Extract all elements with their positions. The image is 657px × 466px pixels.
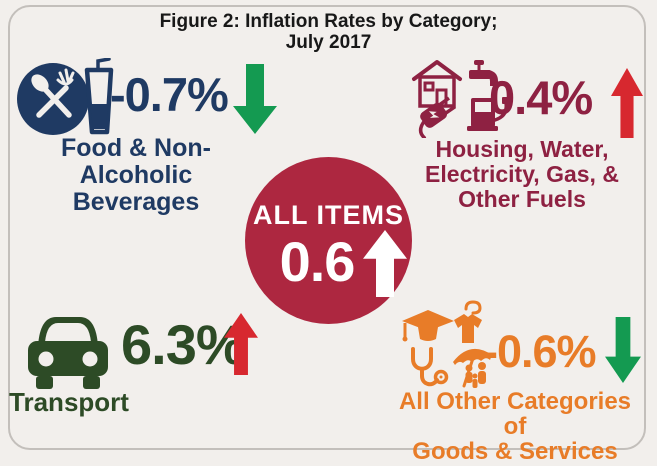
other-label-line2: Goods & Services	[412, 438, 618, 465]
food-inflation-value: -0.7%	[110, 68, 229, 121]
spoon-icon	[31, 74, 72, 118]
all-items-circle: ALL ITEMS 0.6	[245, 157, 412, 324]
car-icon	[28, 317, 108, 389]
other-label: All Other Categories of Goods & Services	[386, 389, 644, 464]
drink-glass-icon	[84, 58, 114, 135]
house-icon	[412, 60, 462, 108]
plug-icon	[418, 96, 457, 138]
all-items-label: ALL ITEMS	[252, 200, 404, 230]
figure-title-line1: Figure 2: Inflation Rates by Category;	[159, 11, 498, 32]
housing-inflation-value: 0.4%	[489, 71, 593, 124]
fork-icon	[36, 68, 75, 118]
umbrella-family-icon	[453, 348, 492, 388]
transport-label: Transport	[0, 389, 138, 416]
housing-utilities-icons	[412, 60, 509, 138]
food-down-arrow-icon	[233, 64, 277, 134]
housing-label-line2: Electricity, Gas, &	[425, 161, 619, 187]
figure-title: Figure 2: Inflation Rates by Category; J…	[0, 11, 657, 53]
all-items-up-arrow-icon	[363, 230, 407, 297]
other-down-arrow-icon	[605, 317, 641, 383]
fuel-pump-icon	[467, 97, 509, 131]
other-inflation-value: -0.6%	[483, 326, 597, 377]
other-label-line1: All Other Categories of	[398, 388, 632, 440]
housing-up-arrow-icon	[611, 68, 643, 138]
faucet-icon	[469, 60, 498, 99]
transport-up-arrow-icon	[224, 313, 258, 375]
figure-title-line2: July 2017	[285, 32, 372, 53]
tshirt-icon	[454, 300, 482, 343]
transport-label-line1: Transport	[9, 387, 129, 417]
graduation-cap-icon	[402, 310, 454, 342]
food-label: Food & Non-Alcoholic Beverages	[6, 135, 266, 216]
transport-inflation-value: 6.3%	[121, 313, 246, 376]
other-goods-services-icons	[402, 300, 492, 388]
housing-label: Housing, Water, Electricity, Gas, & Othe…	[396, 137, 648, 212]
all-items-value: 0.6	[279, 230, 356, 293]
housing-label-line1: Housing, Water,	[435, 136, 609, 162]
food-label-line2: Beverages	[72, 188, 200, 216]
food-label-line1: Food & Non-Alcoholic	[61, 134, 211, 189]
stethoscope-icon	[411, 347, 449, 387]
housing-label-line3: Other Fuels	[458, 186, 586, 212]
dining-icon	[17, 58, 114, 135]
